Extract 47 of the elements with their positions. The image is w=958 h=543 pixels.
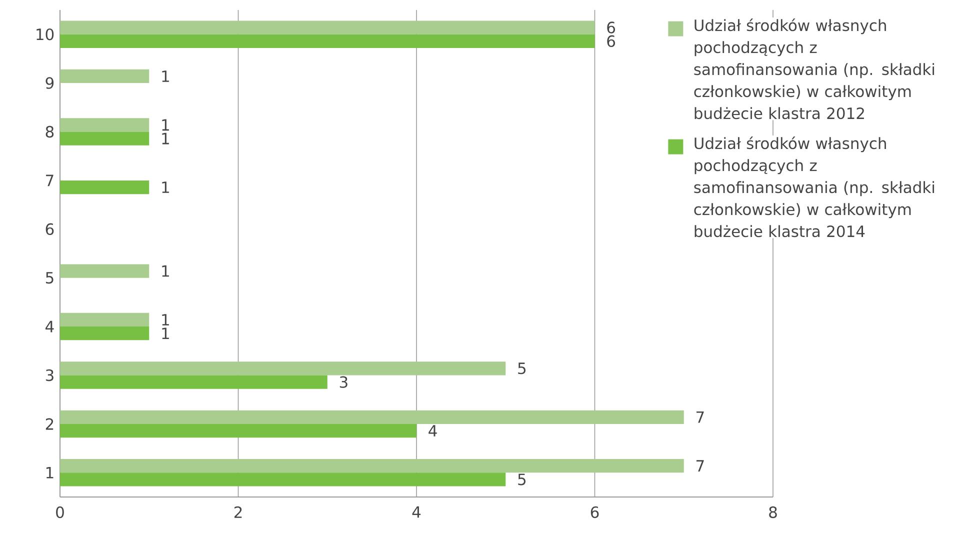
x-tick-label: 6 xyxy=(590,506,599,518)
data-label: 1 xyxy=(162,70,169,82)
x-tick-label: 8 xyxy=(769,506,777,518)
bar xyxy=(60,472,506,486)
data-label: 7 xyxy=(696,411,704,423)
bar xyxy=(60,326,150,340)
x-tick-label: 4 xyxy=(412,506,421,518)
data-label: 5 xyxy=(518,362,526,374)
bar xyxy=(60,132,150,146)
y-tick-label: 4 xyxy=(46,320,54,332)
bar xyxy=(60,410,684,424)
x-tick-label: 2 xyxy=(234,506,242,518)
bar xyxy=(60,69,150,84)
bar xyxy=(60,34,595,48)
y-tick-label: 10 xyxy=(36,28,54,40)
y-tick-label: 1 xyxy=(46,467,54,478)
legend-label: Udział środków własnych pochodzących z samofinansowania (np. składki członkowskie) w całkowitym budżecie klastra 2014 xyxy=(694,136,934,238)
data-label: 1 xyxy=(162,265,169,277)
bar xyxy=(60,180,150,194)
y-tick-label: 8 xyxy=(46,126,54,138)
bar xyxy=(60,375,328,389)
data-label: 5 xyxy=(518,474,526,486)
data-label: 1 xyxy=(162,119,169,131)
y-tick-label: 3 xyxy=(46,369,54,382)
data-label: 3 xyxy=(340,376,348,388)
y-tick-label: 2 xyxy=(46,418,54,430)
bar xyxy=(60,362,506,376)
y-tick-label: 6 xyxy=(46,223,54,236)
bar xyxy=(60,459,684,473)
bar xyxy=(60,424,416,438)
bar xyxy=(60,264,150,278)
data-label: 4 xyxy=(428,425,437,436)
y-tick-label: 9 xyxy=(46,77,54,89)
data-label: 7 xyxy=(696,460,704,472)
bar xyxy=(60,20,595,34)
bar xyxy=(60,312,150,327)
y-tick-label: 5 xyxy=(46,272,54,284)
data-label: 6 xyxy=(607,35,616,48)
legend-label: Udział środków własnych pochodzących z samofinansowania (np. składki członkowskie) w całkowitym budżecie klastra 2012 xyxy=(694,18,934,120)
data-label: 1 xyxy=(162,328,169,340)
y-tick-label: 7 xyxy=(46,174,54,186)
data-label: 1 xyxy=(162,314,169,326)
data-label: 1 xyxy=(162,182,169,193)
data-label: 1 xyxy=(162,132,169,144)
bar xyxy=(60,118,150,132)
data-label: 6 xyxy=(607,22,616,34)
x-tick-label: 0 xyxy=(56,506,64,518)
